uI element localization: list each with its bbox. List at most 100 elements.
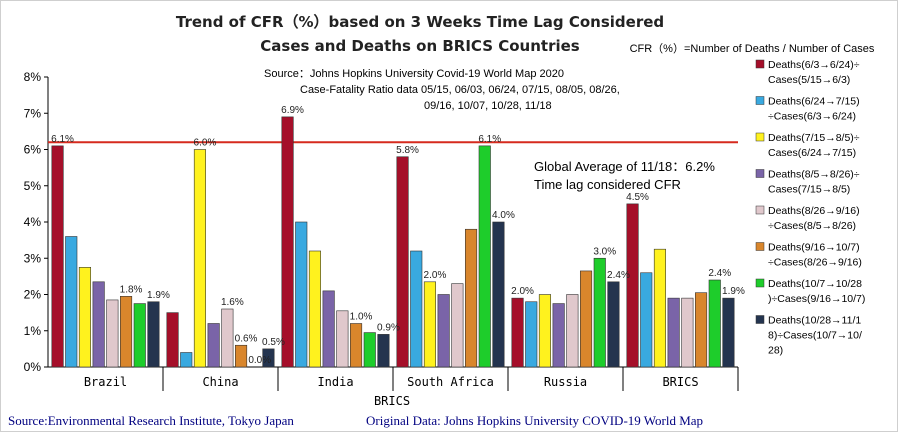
legend-label-1: Deaths(6/3→6/24)÷ [768,59,860,71]
bar-brics-s8 [722,297,735,368]
legend-swatch-6 [755,242,765,251]
bar-russia-s5 [566,294,579,368]
y-tick-label: 1% [24,324,42,338]
legend-label-8: 8)÷Cases(10/7→10/ [768,330,862,342]
bar-india-s6 [349,323,363,368]
bar-south-africa-s6 [464,228,478,368]
bar-brazil-s6 [120,296,133,368]
source-note-3: 09/16, 10/07, 10/28, 11/18 [424,100,552,112]
legend-label-7: Deaths(10/7→10/28 [768,278,862,290]
bar-brazil-s4 [92,281,105,368]
data-label: 4.5% [626,192,649,203]
data-label: 2.4% [708,268,731,279]
legend-label-2: ÷Cases(6/3→6/24) [768,111,856,123]
data-label: 1.6% [221,297,244,308]
data-label: 6.1% [51,134,74,145]
legend-swatch-3 [755,132,765,142]
source-note-1: Source：Johns Hopkins University Covid-19… [264,68,564,80]
data-label: 6.0% [194,138,217,149]
bar-india-s3 [308,250,322,368]
bar-china-s6 [235,344,248,368]
legend-label-4: Deaths(8/5→8/26)÷ [768,169,860,181]
legend-label-5: Deaths(8/26→9/16) [768,205,860,217]
x-tick-label: Russia [544,375,587,389]
y-tick-label: 7% [24,106,42,120]
bar-south-africa-s2 [410,250,423,368]
legend-swatch-5 [755,205,765,215]
x-axis-title: BRICS [374,394,410,408]
legend-swatch-2 [755,96,765,105]
bar-china-s3 [193,149,206,368]
bar-brics-s6 [694,292,708,368]
data-label: 0.9% [377,322,400,333]
legend-label-8: Deaths(10/28→11/1 [768,315,861,327]
data-label: 6.1% [478,134,501,145]
x-tick-label: India [317,375,353,389]
bar-china-s2 [180,352,193,368]
bar-china-s8 [262,348,275,368]
legend-label-7: )÷Cases(9/16→10/7) [768,293,865,305]
bar-south-africa-s1 [396,156,409,368]
bar-brics-s5 [681,297,694,368]
bar-india-s2 [295,221,308,368]
bar-russia-s7 [593,257,606,368]
bar-russia-s6 [579,270,593,368]
chart-title-line-2: Cases and Deaths on BRICS Countries [260,37,580,55]
source-note-2: Case-Fatality Ratio data 05/15, 06/03, 0… [300,84,620,96]
bar-brazil-s2 [65,236,78,368]
bar-south-africa-s5 [451,283,464,368]
bar-india-s5 [336,310,349,368]
chart-title-line-1: Trend of CFR（%）based on 3 Weeks Time Lag… [176,13,664,31]
bar-south-africa-s7 [478,145,491,368]
data-label: 2.0% [511,286,534,297]
global-average-label-2: Time lag considered CFR [534,177,681,192]
bar-brazil-s8 [147,301,160,368]
y-tick-label: 3% [24,251,42,265]
bar-russia-s2 [525,301,538,368]
legend-label-6: Deaths(9/16→10/7) [768,242,860,254]
bar-china-s5 [221,308,234,368]
bar-south-africa-s4 [437,294,450,368]
data-label: 2.0% [424,270,447,281]
data-label: 1.9% [147,290,170,301]
legend-label-4: Cases(7/15→8/5) [768,184,850,196]
bar-india-s1 [281,116,294,368]
bar-china-s1 [166,312,179,368]
data-label: 1.9% [722,286,745,297]
y-tick-label: 5% [24,179,42,193]
bar-india-s8 [377,334,390,368]
bar-russia-s1 [511,297,524,368]
bar-south-africa-s8 [492,221,505,368]
legend-label-1: Cases(5/15→6/3) [768,74,850,86]
data-label: 3.0% [593,246,616,257]
legend-swatch-4 [755,169,765,178]
bar-brics-s7 [708,279,721,368]
y-tick-label: 6% [24,143,42,157]
formula-note: CFR（%）=Number of Deaths / Number of Case… [630,42,875,55]
bar-india-s7 [363,332,376,368]
y-tick-label: 2% [24,288,42,302]
bar-brazil-s7 [133,303,146,368]
bar-brazil-s1 [51,145,64,368]
x-tick-label: South Africa [407,375,494,389]
data-label: 0.6% [235,333,258,344]
bar-brazil-s3 [78,267,91,368]
legend-swatch-1 [755,59,765,69]
bar-brazil-s5 [106,299,119,368]
bar-brics-s4 [667,297,680,368]
bar-china-s4 [207,323,220,368]
bar-russia-s8 [607,281,620,368]
data-label: 1.8% [120,284,143,295]
bar-brics-s2 [640,272,653,368]
y-tick-label: 0% [24,360,42,374]
bar-south-africa-s3 [423,281,437,368]
legend-swatch-7 [755,278,765,288]
data-label: 2.4% [607,270,630,281]
legend-label-3: Cases(6/24→7/15) [768,147,856,159]
x-tick-label: BRICS [662,375,698,389]
x-tick-label: China [202,375,238,389]
data-label: 5.8% [396,145,419,156]
global-average-label-1: Global Average of 11/18：6.2% [534,159,715,174]
data-label: 0.5% [262,337,285,348]
